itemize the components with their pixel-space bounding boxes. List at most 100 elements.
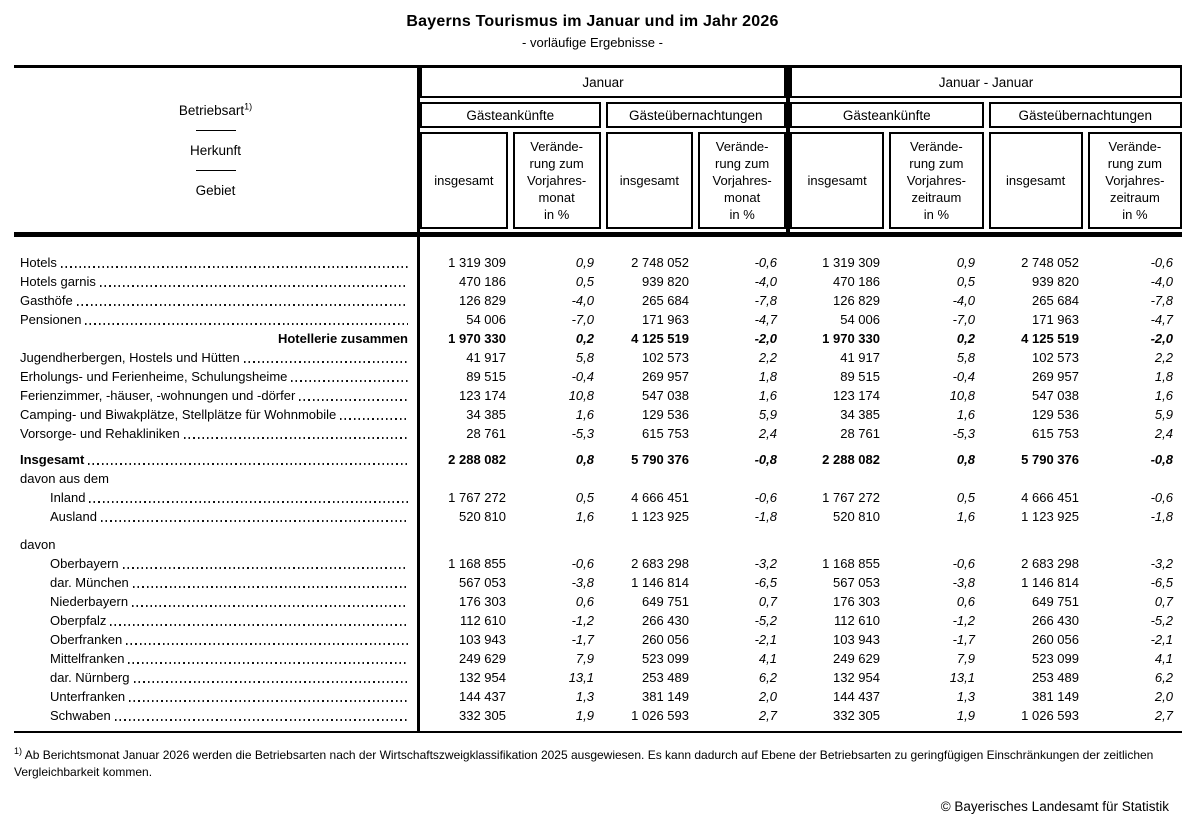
row-label-cell: davon aus dem — [14, 469, 420, 488]
row-label: davon — [20, 537, 56, 552]
row-label: Ferienzimmer, -häuser, -wohnungen und -d… — [20, 388, 296, 403]
cell-value: -1,7 — [571, 632, 594, 647]
cell-value: 89 515 — [466, 369, 506, 384]
cell-value: 0,7 — [1154, 594, 1173, 609]
cell-value: -2,1 — [754, 632, 777, 647]
cell-value: 0,2 — [575, 331, 594, 346]
row-label: davon aus dem — [20, 471, 109, 486]
cell-value: 567 053 — [833, 575, 880, 590]
cell-value: -5,2 — [754, 613, 777, 628]
cell-value: 520 810 — [459, 509, 506, 524]
cell-value: 1,6 — [1154, 388, 1173, 403]
cell-value: 13,1 — [568, 670, 594, 685]
cell-value: 1,8 — [758, 369, 777, 384]
cell-value: -3,8 — [952, 575, 975, 590]
cell-value: -7,8 — [1150, 293, 1173, 308]
stub-header: Betriebsart1) Herkunft Gebiet — [14, 68, 420, 232]
cell-value: 5 790 376 — [1021, 452, 1079, 467]
dot-leader — [340, 418, 408, 420]
cell-value: 28 761 — [466, 426, 506, 441]
footnote-marker: 1) — [244, 101, 253, 111]
cell-value: -0,8 — [754, 452, 777, 467]
cell-value: 41 917 — [840, 350, 880, 365]
cell-value: 126 829 — [833, 293, 880, 308]
row-label: Ausland — [50, 509, 97, 524]
cell-value: 28 761 — [840, 426, 880, 441]
table-row: Niederbayern 176 303 0,6 649 751 0,7 176… — [14, 592, 1182, 611]
row-label-cell: dar. München — [14, 573, 420, 592]
cell-value: -1,8 — [1150, 509, 1173, 524]
table-row: Hotels 1 319 309 0,9 2 748 052 -0,6 1 31… — [14, 253, 1182, 272]
cell-value: -3,8 — [571, 575, 594, 590]
table-row: dar. München 567 053 -3,8 1 146 814 -6,5… — [14, 573, 1182, 592]
dot-leader — [132, 605, 408, 607]
cell-value: 2,2 — [1154, 350, 1173, 365]
cell-value: 939 820 — [1032, 274, 1079, 289]
footnote: 1) Ab Berichtsmonat Januar 2026 werden d… — [14, 747, 1176, 781]
cell-value: 2,2 — [758, 350, 777, 365]
table-row: Gasthöfe 126 829 -4,0 265 684 -7,8 126 8… — [14, 291, 1182, 310]
cell-value: 615 753 — [1032, 426, 1079, 441]
table-row: Camping- und Biwakplätze, Stellplätze fü… — [14, 405, 1182, 424]
stub-divider — [195, 129, 236, 131]
cell-value: 144 437 — [459, 689, 506, 704]
cell-value: 102 573 — [1032, 350, 1079, 365]
cell-value: 2,0 — [1154, 689, 1173, 704]
cell-value: 176 303 — [459, 594, 506, 609]
cell-value: 102 573 — [642, 350, 689, 365]
column-group-headers: Januar Gästeankünfte Gästeübernachtungen… — [420, 68, 1182, 232]
row-label: Oberbayern — [50, 556, 119, 571]
row-label: Oberpfalz — [50, 613, 107, 628]
dot-leader — [133, 681, 408, 683]
cell-value: 1,6 — [575, 407, 594, 422]
cell-value: -1,7 — [952, 632, 975, 647]
cell-value: 260 056 — [1032, 632, 1079, 647]
cell-value: 1 970 330 — [448, 331, 506, 346]
dot-leader — [132, 586, 408, 588]
cell-value: 269 957 — [642, 369, 689, 384]
cell-value: -4,0 — [571, 293, 594, 308]
dot-leader — [76, 304, 408, 306]
table-row: Ferienzimmer, -häuser, -wohnungen und -d… — [14, 386, 1182, 405]
row-label-cell: Ausland — [14, 507, 420, 526]
cell-value: 2 683 298 — [631, 556, 689, 571]
row-label: Oberfranken — [50, 632, 123, 647]
stub-label-gebiet: Gebiet — [195, 182, 236, 198]
cell-value: 1 970 330 — [822, 331, 880, 346]
table-row: Vorsorge- und Rehakliniken 28 761 -5,3 6… — [14, 424, 1182, 443]
cell-value: 123 174 — [459, 388, 506, 403]
cell-value: 381 149 — [1032, 689, 1079, 704]
row-label-cell: Oberpfalz — [14, 611, 420, 630]
row-spacer — [14, 526, 1182, 535]
cell-value: 7,9 — [956, 651, 975, 666]
cell-value: -2,1 — [1150, 632, 1173, 647]
cell-value: -6,5 — [1150, 575, 1173, 590]
cell-value: 171 963 — [642, 312, 689, 327]
cell-value: -1,2 — [571, 613, 594, 628]
cell-value: 103 943 — [459, 632, 506, 647]
row-label: Inland — [50, 490, 86, 505]
cell-value: -1,8 — [754, 509, 777, 524]
row-label-cell: Erholungs- und Ferienheime, Schulungshei… — [14, 367, 420, 386]
row-spacer — [14, 443, 1182, 450]
table-row: Oberbayern 1 168 855 -0,6 2 683 298 -3,2… — [14, 554, 1182, 573]
cell-value: 1 168 855 — [822, 556, 880, 571]
cell-value: 253 489 — [1032, 670, 1079, 685]
cell-value: 176 303 — [833, 594, 880, 609]
cell-value: 1 026 593 — [1021, 708, 1079, 723]
row-label-cell: dar. Nürnberg — [14, 668, 420, 687]
cell-value: -7,0 — [571, 312, 594, 327]
measure-insgesamt: insgesamt — [420, 132, 508, 229]
table-body: Hotels 1 319 309 0,9 2 748 052 -0,6 1 31… — [14, 237, 1182, 733]
cell-value: 523 099 — [1032, 651, 1079, 666]
cell-value: 1,9 — [956, 708, 975, 723]
row-label: Vorsorge- und Rehakliniken — [20, 426, 180, 441]
cell-value: -0,8 — [1150, 452, 1173, 467]
stub-divider — [195, 169, 236, 171]
row-label: Pensionen — [20, 312, 82, 327]
row-label-cell: Hotellerie zusammen — [14, 329, 420, 348]
row-label-cell: Vorsorge- und Rehakliniken — [14, 424, 420, 443]
cell-value: 0,5 — [575, 490, 594, 505]
cell-value: 13,1 — [949, 670, 975, 685]
cell-value: 0,5 — [956, 490, 975, 505]
